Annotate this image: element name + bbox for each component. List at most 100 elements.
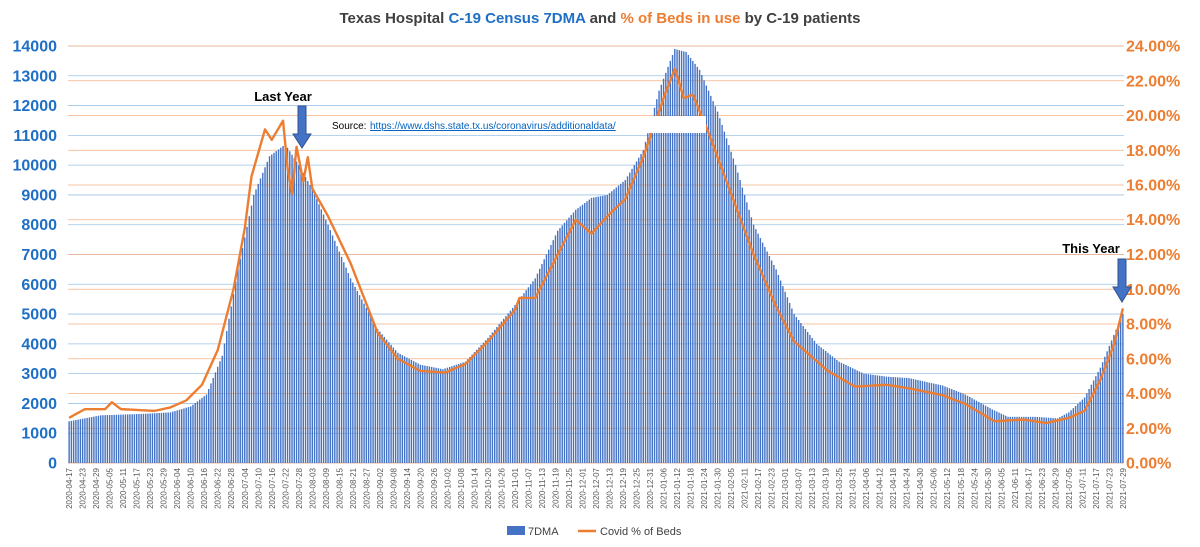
y-axis-left-ticks: 0 1000 2000 3000 4000 5000 6000 7000 8000 9000 100… xyxy=(13,39,58,473)
bar-7dma xyxy=(284,144,286,464)
bar-7dma xyxy=(471,354,473,463)
bar-7dma xyxy=(568,217,570,463)
bar-7dma xyxy=(872,374,874,463)
bar-7dma xyxy=(635,161,638,464)
bar-7dma xyxy=(883,376,885,463)
x-tick-label: 2020-08-15 xyxy=(335,467,344,508)
bar-7dma xyxy=(921,381,924,463)
bar-7dma xyxy=(788,302,791,463)
bar-7dma xyxy=(775,269,777,463)
bar-7dma xyxy=(595,197,597,463)
x-tick-label: 2020-05-05 xyxy=(106,467,115,508)
legend: 7DMA Covid % of Beds xyxy=(507,526,682,538)
x-tick-label: 2021-06-23 xyxy=(1038,467,1047,508)
bar-7dma xyxy=(829,354,831,463)
bar-7dma xyxy=(739,180,741,464)
bar-7dma xyxy=(232,294,235,463)
bar-7dma xyxy=(446,367,449,463)
title-series2: % of Beds in use xyxy=(620,10,740,27)
bar-7dma xyxy=(926,382,928,463)
bar-7dma xyxy=(665,72,667,463)
bar-7dma xyxy=(649,124,651,463)
bar-7dma xyxy=(491,332,494,463)
x-tick-label: 2021-05-30 xyxy=(984,467,993,508)
bar-7dma xyxy=(1070,410,1072,463)
bar-7dma xyxy=(424,365,426,463)
bar-7dma xyxy=(545,254,548,463)
bar-7dma xyxy=(757,233,759,463)
x-tick-label: 2021-05-12 xyxy=(943,467,952,508)
x-tick-label: 2021-03-13 xyxy=(808,467,817,508)
x-tick-label: 2021-01-24 xyxy=(700,467,709,508)
bar-7dma xyxy=(203,396,205,463)
bar-7dma xyxy=(147,413,149,463)
bar-7dma xyxy=(253,194,255,463)
bar-7dma xyxy=(304,177,307,463)
bar-7dma xyxy=(734,165,737,463)
bar-7dma xyxy=(219,361,221,463)
bar-7dma xyxy=(651,116,653,464)
bar-7dma xyxy=(361,299,363,463)
bar-7dma xyxy=(122,414,124,463)
bar-7dma xyxy=(266,161,268,464)
bar-7dma xyxy=(345,267,347,463)
bar-7dma xyxy=(126,414,129,463)
y-right-tick-label: 18.00% xyxy=(1126,143,1180,160)
x-tick-label: 2020-09-02 xyxy=(376,467,385,508)
bar-7dma xyxy=(1016,416,1018,463)
bar-7dma xyxy=(797,320,800,463)
bar-7dma xyxy=(226,331,228,463)
x-tick-label: 2021-06-17 xyxy=(1024,467,1033,508)
bar-7dma xyxy=(1059,417,1061,463)
bar-7dma xyxy=(318,204,320,464)
bar-7dma xyxy=(687,54,690,463)
bar-7dma xyxy=(752,224,755,463)
x-tick-label: 2020-08-09 xyxy=(322,467,331,508)
bar-7dma xyxy=(611,191,613,463)
bar-7dma xyxy=(473,352,476,463)
bar-7dma xyxy=(680,50,683,464)
bar-7dma xyxy=(493,329,496,463)
bar-7dma xyxy=(590,197,593,463)
bar-7dma xyxy=(865,373,867,463)
bar-7dma xyxy=(1092,380,1095,463)
bar-7dma xyxy=(581,204,584,463)
bar-7dma xyxy=(399,353,401,463)
bar-7dma xyxy=(167,412,169,463)
bar-7dma xyxy=(969,396,971,463)
x-tick-label: 2021-02-23 xyxy=(768,467,777,508)
x-tick-label: 2020-09-20 xyxy=(416,467,425,508)
bar-7dma xyxy=(1018,416,1020,463)
bar-7dma xyxy=(212,377,214,463)
bar-7dma xyxy=(268,156,271,463)
bar-7dma xyxy=(370,316,372,463)
x-tick-label: 2020-11-13 xyxy=(538,467,547,508)
bar-7dma xyxy=(230,306,232,463)
source-annotation: Source: https://www.dshs.state.tx.us/cor… xyxy=(328,116,706,133)
bar-7dma xyxy=(327,224,329,463)
bar-7dma xyxy=(406,357,408,463)
bar-7dma xyxy=(550,244,552,463)
x-tick-label: 2021-07-17 xyxy=(1092,467,1101,508)
bar-7dma xyxy=(379,331,381,463)
y-right-tick-label: 8.00% xyxy=(1126,317,1171,334)
bar-7dma xyxy=(685,51,687,464)
bar-7dma xyxy=(593,197,595,464)
bar-7dma xyxy=(563,222,566,463)
bar-7dma xyxy=(915,379,917,463)
bar-7dma xyxy=(698,69,701,463)
bar-7dma xyxy=(579,206,581,464)
bar-7dma xyxy=(97,415,100,463)
bar-7dma xyxy=(466,359,469,463)
x-tick-label: 2020-04-23 xyxy=(79,467,88,508)
x-tick-label: 2020-12-13 xyxy=(606,467,615,508)
bar-7dma xyxy=(153,413,156,463)
bar-7dma xyxy=(973,399,975,463)
bar-7dma xyxy=(804,328,807,463)
bar-7dma xyxy=(777,274,780,463)
x-tick-label: 2020-10-14 xyxy=(470,467,479,508)
x-tick-label: 2021-01-06 xyxy=(660,467,669,508)
source-link[interactable]: https://www.dshs.state.tx.us/coronavirus… xyxy=(370,121,616,132)
bar-7dma xyxy=(291,154,293,463)
bar-7dma xyxy=(874,375,876,463)
